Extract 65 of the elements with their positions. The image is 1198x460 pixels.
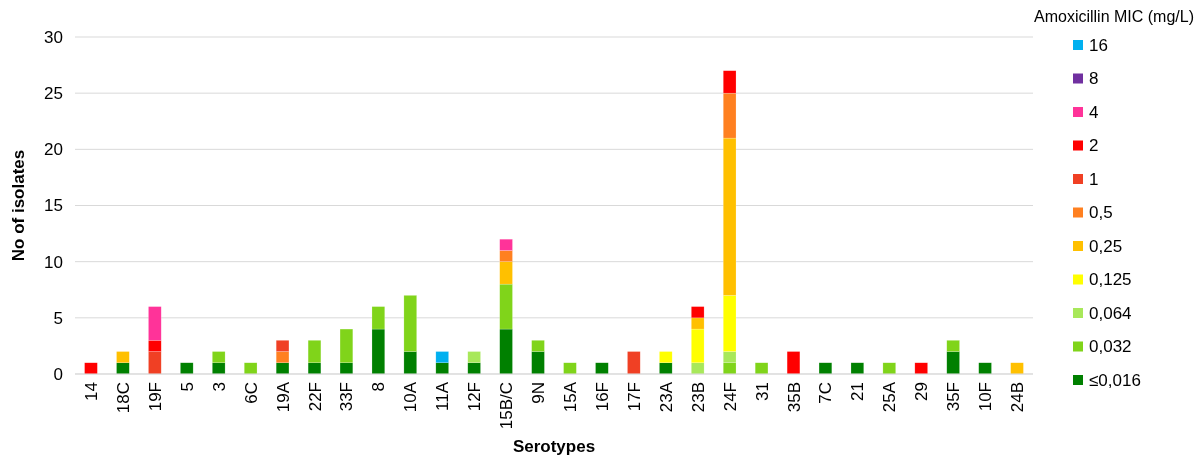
y-tick-label: 30 xyxy=(44,27,63,47)
x-tick-label: 17F xyxy=(624,382,644,412)
x-tick-label: 7C xyxy=(816,382,836,404)
bar xyxy=(754,362,769,375)
x-tick-label: 35F xyxy=(944,382,964,412)
x-tick-label: 14 xyxy=(81,382,101,401)
legend-label: 0,032 xyxy=(1089,337,1132,357)
x-tick-label: 15A xyxy=(560,381,580,413)
x-tick-label: 21 xyxy=(848,382,868,401)
bar xyxy=(627,351,641,375)
x-tick-label: 19F xyxy=(145,382,165,412)
y-tick-label: 15 xyxy=(44,196,63,216)
x-tick-label: 10A xyxy=(401,381,421,413)
legend-title: Amoxicillin MIC (mg/L) xyxy=(1033,8,1194,25)
bar xyxy=(84,362,98,375)
x-tick-label: 31 xyxy=(752,382,772,401)
x-tick-label: 5 xyxy=(177,382,197,392)
bar xyxy=(1010,362,1024,375)
x-tick-label: 25A xyxy=(880,381,900,413)
bar xyxy=(818,362,833,375)
x-tick-label: 29 xyxy=(912,382,932,401)
x-tick-label: 15B/C xyxy=(497,382,517,430)
legend-label: ≤0,016 xyxy=(1089,370,1141,390)
bar xyxy=(978,362,992,375)
y-tick-label: 25 xyxy=(44,84,63,104)
x-tick-label: 11A xyxy=(433,381,453,411)
legend-label: 0,064 xyxy=(1089,303,1132,323)
x-tick-label: 9N xyxy=(529,382,549,404)
legend-label: 0,5 xyxy=(1089,203,1113,223)
y-tick-label: 20 xyxy=(44,140,63,160)
x-tick-label: 23A xyxy=(656,381,676,413)
x-tick-label: 16F xyxy=(592,382,612,412)
y-tick-label: 5 xyxy=(53,308,63,328)
x-tick-label: 24F xyxy=(720,382,740,412)
legend-label: 0,25 xyxy=(1089,236,1123,256)
x-tick-label: 19A xyxy=(273,381,293,413)
legend-label: 0,125 xyxy=(1089,270,1132,290)
x-tick-label: 18C xyxy=(113,382,133,414)
x-tick-label: 24B xyxy=(1008,382,1028,413)
y-axis-title: No of isolates xyxy=(9,149,28,262)
legend-label: 1 xyxy=(1089,169,1099,189)
x-tick-label: 8 xyxy=(369,382,389,392)
x-tick-label: 3 xyxy=(209,382,229,392)
legend-label: 8 xyxy=(1089,69,1099,89)
bar xyxy=(914,362,928,375)
bar xyxy=(850,362,864,375)
y-tick-label: 10 xyxy=(44,252,63,272)
x-tick-label: 23B xyxy=(688,382,708,413)
bar xyxy=(882,362,896,375)
x-axis-title: Serotypes xyxy=(512,437,596,456)
bar xyxy=(244,362,258,375)
bar xyxy=(180,362,194,375)
legend-label: 16 xyxy=(1089,35,1108,55)
x-tick-label: 35B xyxy=(784,382,804,413)
legend-label: 4 xyxy=(1089,102,1099,122)
y-tick-label: 0 xyxy=(53,364,63,384)
x-tick-label: 6C xyxy=(241,382,261,404)
x-tick-label: 12F xyxy=(465,382,485,412)
bar xyxy=(563,362,577,375)
x-tick-label: 22F xyxy=(305,382,325,412)
legend-label: 2 xyxy=(1089,136,1099,156)
x-tick-label: 33F xyxy=(337,382,357,412)
bar xyxy=(786,351,801,375)
bar xyxy=(595,362,609,375)
x-tick-label: 10F xyxy=(976,382,996,412)
